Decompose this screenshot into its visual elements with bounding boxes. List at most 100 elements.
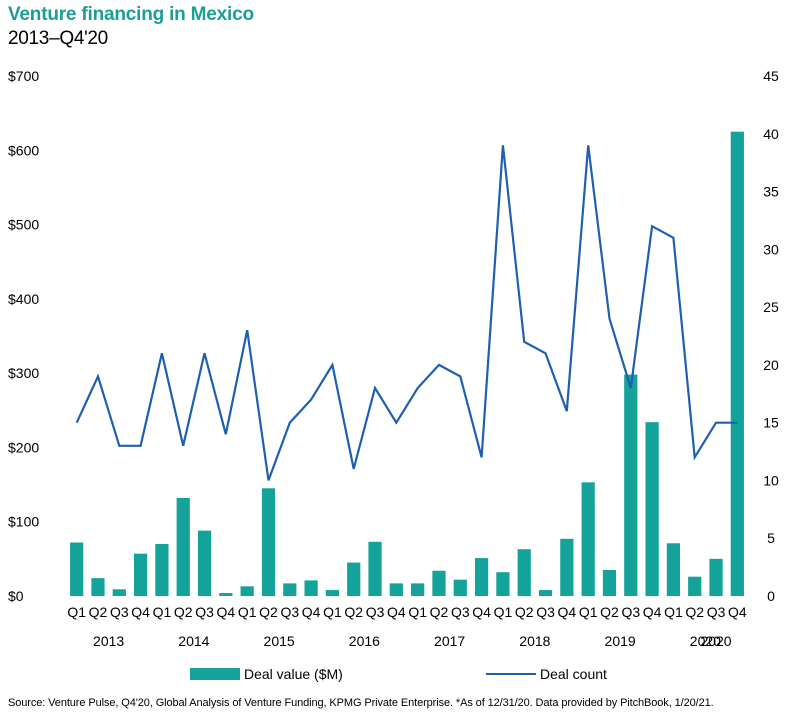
left-tick-label: $0 bbox=[8, 588, 24, 604]
deal-value-bar bbox=[453, 579, 467, 596]
quarter-tick-label: Q4 bbox=[558, 604, 577, 620]
deal-value-bar bbox=[347, 562, 361, 596]
deal-value-bar bbox=[645, 422, 659, 596]
deal-value-bar bbox=[688, 576, 702, 596]
quarter-tick-label: Q1 bbox=[579, 604, 598, 620]
right-tick-label: 10 bbox=[763, 472, 779, 488]
quarter-tick-label: Q4 bbox=[728, 604, 747, 620]
deal-value-bar bbox=[155, 544, 169, 596]
deal-value-bar bbox=[219, 593, 233, 596]
left-tick-label: $200 bbox=[8, 439, 39, 455]
legend-line-swatch bbox=[486, 673, 536, 675]
quarter-tick-label: Q4 bbox=[472, 604, 491, 620]
deal-value-bar bbox=[411, 583, 425, 596]
quarter-tick-label: Q1 bbox=[408, 604, 427, 620]
deal-count-line-layer bbox=[75, 145, 738, 481]
quarter-tick-label: Q1 bbox=[153, 604, 172, 620]
combo-chart: $0$100$200$300$400$500$600$700 051015202… bbox=[8, 68, 779, 649]
quarter-tick-label: Q2 bbox=[89, 604, 108, 620]
deal-value-bars bbox=[70, 131, 744, 596]
right-tick-label: 25 bbox=[763, 299, 779, 315]
deal-value-bar bbox=[70, 542, 84, 596]
year-label: 2017 bbox=[434, 633, 465, 649]
x-axis: Q1 Q2 Q3 Q4 Q1 Q2 Q3 Q4 Q1 Q2 Q3 Q4 Q1 Q2 Q3 Q4 Q1 Q2 Q3 Q4… bbox=[67, 604, 747, 649]
deal-value-bar bbox=[240, 586, 254, 596]
deal-value-bar bbox=[325, 590, 340, 596]
quarter-tick-label: Q2 bbox=[259, 604, 278, 620]
quarter-tick-label: Q1 bbox=[238, 604, 257, 620]
quarter-tick-label: Q4 bbox=[643, 604, 662, 620]
legend-line-label: Deal count bbox=[540, 666, 607, 682]
quarter-tick-label: Q3 bbox=[451, 604, 470, 620]
left-tick-label: $600 bbox=[8, 142, 39, 158]
quarter-tick-label: Q2 bbox=[685, 604, 704, 620]
deal-value-bar bbox=[91, 578, 105, 596]
chart-title: Venture financing in Mexico bbox=[8, 4, 254, 25]
left-tick-label: $500 bbox=[8, 217, 39, 233]
quarter-tick-label: Q3 bbox=[195, 604, 214, 620]
right-tick-label: 45 bbox=[763, 68, 779, 84]
quarter-tick-label: Q4 bbox=[131, 604, 150, 620]
quarter-tick-label: Q3 bbox=[110, 604, 129, 620]
deal-value-bar bbox=[368, 541, 382, 596]
year-label: 2019 bbox=[605, 633, 636, 649]
right-tick-label: 5 bbox=[767, 530, 775, 546]
deal-value-bar bbox=[517, 549, 531, 596]
quarter-tick-label: Q1 bbox=[494, 604, 513, 620]
right-tick-label: 20 bbox=[763, 357, 779, 373]
left-tick-label: $300 bbox=[8, 365, 39, 381]
deal-value-bar bbox=[304, 580, 318, 596]
deal-value-bar bbox=[112, 589, 126, 596]
deal-value-bar bbox=[176, 497, 190, 596]
quarter-tick-label: Q2 bbox=[600, 604, 619, 620]
right-tick-label: 30 bbox=[763, 241, 779, 257]
quarter-tick-label: Q3 bbox=[707, 604, 726, 620]
right-axis: 0 5 10 15 20 25 30 35 40 45 bbox=[763, 68, 779, 604]
year-label: 2014 bbox=[178, 633, 209, 649]
quarter-tick-label: Q2 bbox=[344, 604, 363, 620]
year-label: 2020 bbox=[700, 633, 731, 649]
deal-value-bar bbox=[730, 131, 744, 596]
legend-deal-value: Deal value ($M) bbox=[190, 666, 343, 682]
year-label: 2016 bbox=[349, 633, 380, 649]
chart-subtitle: 2013–Q4'20 bbox=[8, 28, 108, 49]
quarter-tick-label: Q3 bbox=[280, 604, 299, 620]
deal-value-bar bbox=[560, 538, 574, 596]
right-tick-label: 35 bbox=[763, 184, 779, 200]
quarter-tick-label: Q4 bbox=[217, 604, 236, 620]
quarter-tick-label: Q2 bbox=[430, 604, 449, 620]
left-tick-label: $400 bbox=[8, 291, 39, 307]
deal-value-bar bbox=[197, 530, 212, 596]
quarter-tick-label: Q3 bbox=[366, 604, 385, 620]
deal-value-bar bbox=[496, 572, 510, 596]
deal-value-bar bbox=[283, 583, 297, 596]
year-label: 2018 bbox=[519, 633, 550, 649]
right-tick-label: 0 bbox=[767, 588, 775, 604]
legend-bar-label: Deal value ($M) bbox=[244, 666, 343, 682]
left-axis: $0 $100 $200 $300 $400 $500 $600 $700 bbox=[8, 68, 39, 604]
quarter-tick-label: Q3 bbox=[536, 604, 555, 620]
legend-deal-count: Deal count bbox=[486, 666, 607, 682]
deal-count-line bbox=[75, 145, 738, 481]
deal-value-bar bbox=[474, 558, 489, 596]
quarter-tick-label: Q1 bbox=[664, 604, 683, 620]
left-tick-label: $700 bbox=[8, 68, 39, 84]
deal-value-bar bbox=[602, 570, 617, 596]
right-tick-label: 40 bbox=[763, 126, 779, 142]
quarter-tick-label: Q2 bbox=[174, 604, 193, 620]
left-tick-label: $100 bbox=[8, 514, 39, 530]
quarter-tick-label: Q2 bbox=[515, 604, 534, 620]
right-tick-label: 15 bbox=[763, 415, 779, 431]
deal-value-bar bbox=[709, 558, 723, 596]
quarter-tick-label: Q1 bbox=[323, 604, 342, 620]
quarter-tick-label: Q3 bbox=[621, 604, 640, 620]
source-note: Source: Venture Pulse, Q4'20, Global Ana… bbox=[8, 697, 714, 709]
year-label: 2020 bbox=[690, 633, 721, 649]
deal-value-bar bbox=[133, 553, 148, 596]
deal-value-bar bbox=[432, 570, 446, 596]
deal-value-bar bbox=[581, 482, 595, 596]
deal-value-bar bbox=[666, 543, 681, 596]
year-label: 2015 bbox=[264, 633, 295, 649]
legend-bar-swatch bbox=[190, 668, 240, 680]
deal-value-bar bbox=[261, 488, 276, 596]
